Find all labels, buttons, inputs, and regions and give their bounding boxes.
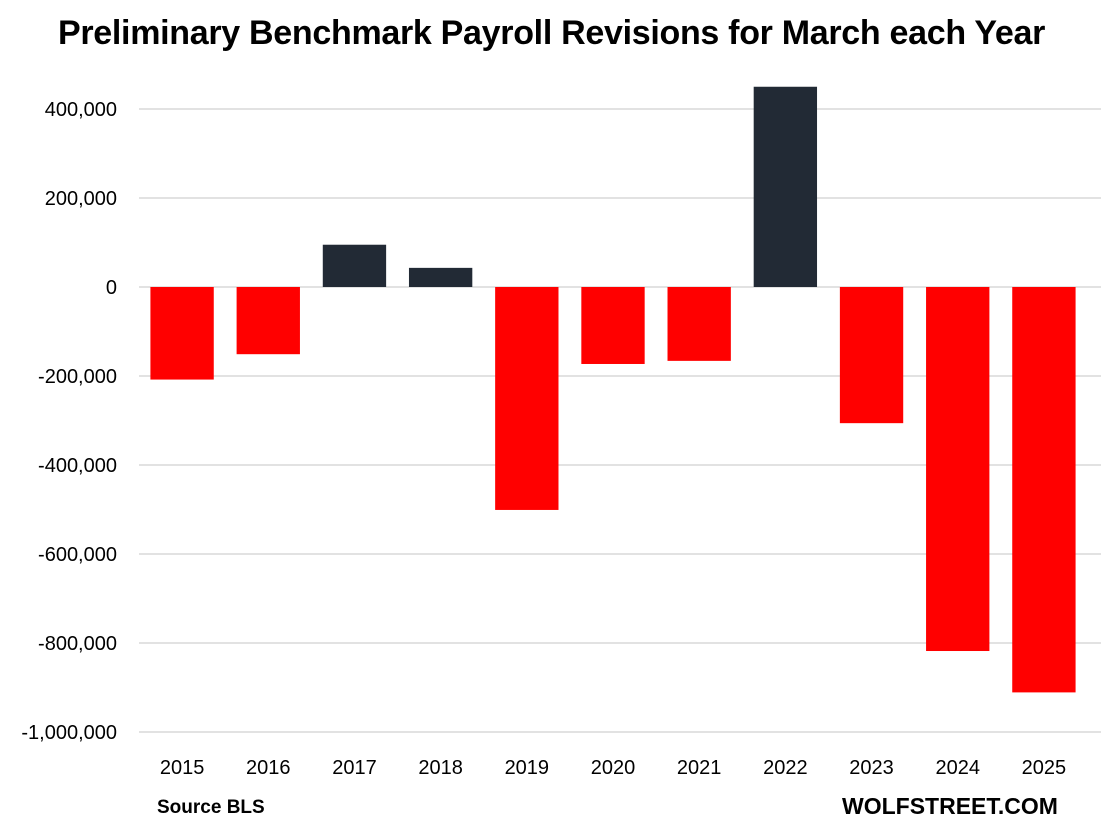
bar-2020 — [581, 287, 645, 364]
bar-2025 — [1012, 287, 1076, 693]
bar-2016 — [236, 287, 300, 355]
x-tick-label: 2022 — [763, 757, 808, 779]
y-tick-label: 200,000 — [45, 188, 117, 210]
y-tick-label: -800,000 — [38, 633, 117, 655]
chart-title: Preliminary Benchmark Payroll Revisions … — [57, 14, 1046, 52]
bar-2024 — [926, 287, 990, 652]
x-tick-label: 2016 — [246, 757, 291, 779]
brand-label: WOLFSTREET.COM — [842, 793, 1058, 819]
bar-2023 — [839, 287, 904, 424]
x-tick-label: 2017 — [332, 757, 377, 779]
y-tick-label: -400,000 — [38, 455, 117, 477]
source-label: Source BLS — [157, 797, 265, 818]
x-tick-label: 2024 — [935, 757, 980, 779]
x-tick-label: 2018 — [418, 757, 463, 779]
y-tick-label: 0 — [106, 277, 117, 299]
bar-2019 — [495, 287, 559, 510]
bar-2018 — [408, 267, 473, 287]
x-tick-label: 2025 — [1022, 757, 1067, 779]
bar-2021 — [667, 287, 731, 361]
y-tick-label: -1,000,000 — [21, 722, 117, 744]
bar-2015 — [150, 287, 214, 380]
x-tick-label: 2023 — [849, 757, 894, 779]
y-tick-label: -600,000 — [38, 544, 117, 566]
bar-2017 — [322, 244, 387, 287]
x-tick-label: 2015 — [160, 757, 205, 779]
y-tick-label: -200,000 — [38, 366, 117, 388]
y-tick-label: 400,000 — [45, 99, 117, 121]
bar-2022 — [753, 86, 818, 287]
x-tick-label: 2021 — [677, 757, 722, 779]
x-tick-label: 2019 — [505, 757, 550, 779]
x-tick-label: 2020 — [591, 757, 636, 779]
